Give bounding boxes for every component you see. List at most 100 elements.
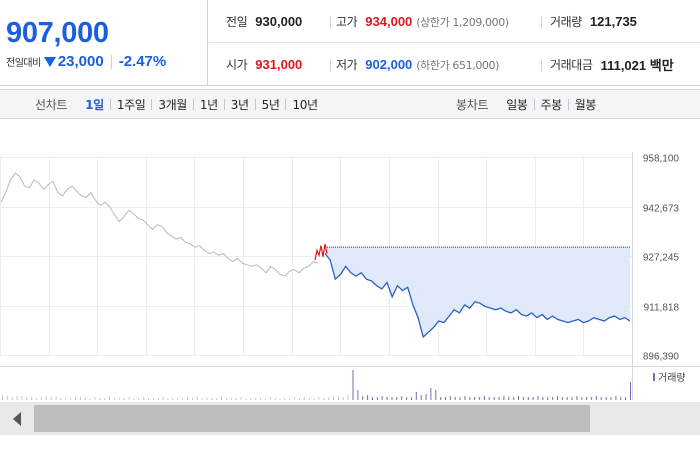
- range-3y[interactable]: 3년: [230, 97, 249, 112]
- volume-bar: [16, 396, 18, 400]
- volume-bar: [410, 397, 412, 400]
- volume-bar: [498, 397, 500, 400]
- volume-bar: [557, 396, 558, 400]
- volume-bar: [406, 397, 408, 400]
- volume-bar: [449, 396, 451, 400]
- divider: [254, 98, 256, 110]
- prev-close-value: 930,000: [255, 14, 303, 29]
- current-price: 907,000: [6, 17, 109, 49]
- down-triangle-icon: [43, 56, 56, 67]
- volume-bar: [294, 397, 296, 400]
- change-label: 전일대비: [6, 58, 41, 69]
- volume-value: 121,735: [589, 14, 637, 29]
- volume-bar: [547, 397, 549, 400]
- price-chart-svg: 958,100 942,673 927,245 911,818 896,390 거래량: [0, 152, 700, 400]
- volume-bar: [162, 397, 164, 400]
- range-1w[interactable]: 1주일: [116, 97, 146, 112]
- volume-bar: [459, 397, 461, 400]
- candle-daily[interactable]: 일봉: [506, 97, 528, 112]
- line-chart-range-group: 선차트 1일 1주일 3개월 1년 3년 5년 10년: [35, 90, 324, 118]
- volume-bar: [152, 398, 154, 400]
- volume-bar: [255, 398, 257, 400]
- divider: [330, 16, 331, 29]
- change-amount: 23,000: [57, 53, 104, 70]
- y-tick-label: 927,245: [643, 253, 680, 264]
- high-label: 고가: [336, 15, 358, 29]
- upper-limit: (상한가 1,209,000): [416, 15, 509, 29]
- series-line-today: [324, 253, 631, 339]
- volume-bar: [513, 397, 515, 400]
- change-row: 전일대비 23,000 -2.47%: [6, 53, 166, 70]
- volume-bar: [289, 398, 291, 400]
- scroll-thumb[interactable]: [34, 405, 590, 432]
- volume-bar: [264, 398, 266, 400]
- volume-bar: [133, 398, 135, 400]
- volume-bar: [595, 396, 597, 400]
- volume-bar: [70, 398, 72, 400]
- volume-bar: [474, 397, 476, 400]
- volume-bar: [313, 398, 315, 400]
- volume-bar: [537, 396, 539, 400]
- range-5y[interactable]: 5년: [261, 97, 280, 112]
- y-tick-label: 896,390: [643, 352, 680, 363]
- volume-bar: [104, 398, 106, 400]
- volume-bar: [31, 397, 33, 400]
- volume-bar: [45, 396, 47, 400]
- volume-bar: [191, 398, 193, 400]
- range-1y[interactable]: 1년: [199, 97, 218, 112]
- volume-bar: [561, 397, 563, 400]
- volume-bar: [148, 398, 149, 400]
- range-10y[interactable]: 10년: [292, 97, 318, 112]
- divider: [533, 98, 535, 110]
- divider: [567, 98, 569, 110]
- stat-low: 저가 902,000 (하한가 651,000): [336, 43, 499, 86]
- volume-bar: [479, 397, 481, 400]
- volume-bar: [308, 398, 310, 400]
- volume-bar: [75, 397, 76, 400]
- quote-stats: 전일 930,000 고가 934,000 (상한가 1,209,000) 거래…: [209, 0, 700, 86]
- volume-bar: [201, 398, 203, 400]
- open-value: 931,000: [255, 57, 303, 72]
- divider: [151, 98, 153, 110]
- series-line-previous: [0, 172, 319, 277]
- candle-weekly[interactable]: 주봉: [540, 97, 563, 112]
- scroll-left-button[interactable]: [0, 402, 34, 435]
- volume-bar: [109, 397, 111, 400]
- volume-bar: [376, 397, 378, 400]
- volume-bar: [435, 390, 437, 400]
- volume-bar: [221, 397, 223, 400]
- chart-toolbar: 선차트 1일 1주일 3개월 1년 3년 5년 10년 봉차트 일봉 주봉 월봉: [0, 89, 700, 119]
- range-3m[interactable]: 3개월: [158, 97, 187, 112]
- volume-bar: [352, 370, 354, 400]
- volume-bar: [518, 396, 519, 400]
- volume-bar: [6, 396, 8, 400]
- volume-bar: [445, 397, 446, 400]
- volume-bar: [333, 397, 334, 400]
- volume-bar: [303, 397, 305, 400]
- volume-bar: [420, 395, 422, 400]
- volume-bar: [94, 397, 96, 400]
- volume-bar: [493, 397, 495, 400]
- range-1d[interactable]: 1일: [85, 97, 104, 112]
- candle-monthly[interactable]: 월봉: [574, 97, 597, 112]
- volume-bar: [372, 397, 373, 400]
- chart-scrollbar[interactable]: [0, 402, 700, 435]
- volume-bar: [216, 398, 218, 400]
- volume-bar: [240, 397, 242, 400]
- volume-bar: [347, 395, 349, 400]
- volume-bar: [586, 397, 588, 400]
- volume-bar: [464, 396, 466, 400]
- volume-bar: [503, 396, 505, 400]
- volume-bar: [114, 398, 115, 400]
- candle-chart-label: 봉차트: [456, 97, 489, 112]
- volume-bar: [318, 397, 320, 400]
- open-label: 시가: [226, 58, 248, 72]
- volume-bar: [430, 388, 432, 400]
- volume-bar: [40, 397, 42, 400]
- intraday-price-chart: 958,100 942,673 927,245 911,818 896,390 거래량: [0, 120, 700, 400]
- volume-bar: [337, 396, 339, 400]
- volume-bar: [235, 398, 237, 400]
- volume-bar: [99, 398, 101, 400]
- volume-bar: [60, 398, 62, 400]
- below-prev-close-area: [325, 247, 630, 337]
